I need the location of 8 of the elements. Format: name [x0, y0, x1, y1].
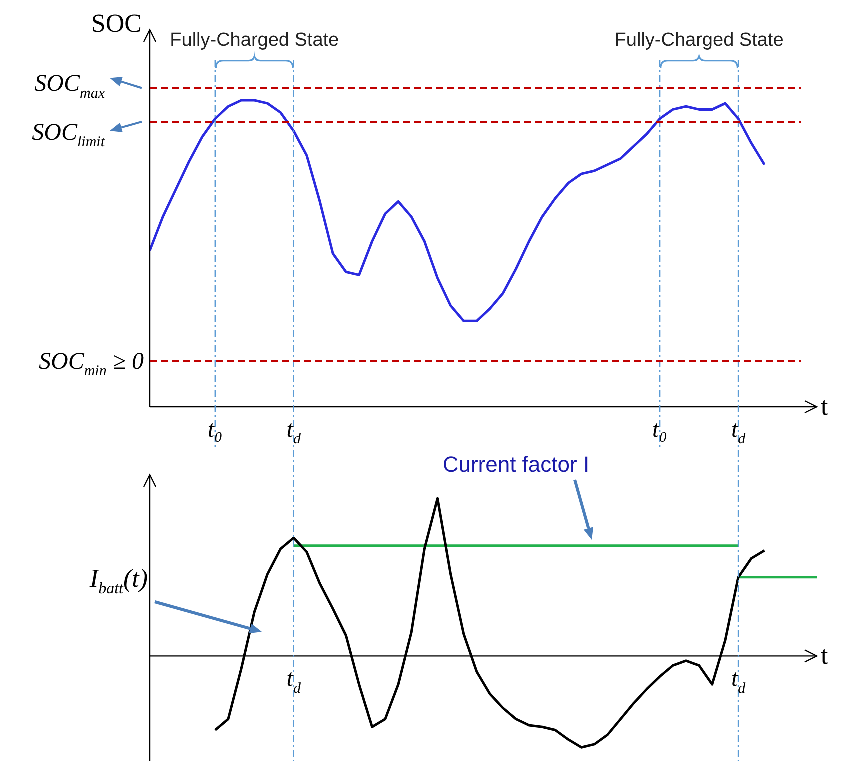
x-axis-title: t — [821, 392, 829, 421]
text: Fully-Charged State — [170, 30, 340, 51]
text: Fully-Charged State — [614, 30, 784, 51]
x-tick-label: t₀ — [208, 417, 223, 443]
x-axis-title: t — [821, 641, 829, 670]
x-tick-label: t₀ — [652, 417, 668, 443]
text: Current factor I — [442, 452, 590, 477]
y-axis-title: SOC — [91, 9, 142, 38]
